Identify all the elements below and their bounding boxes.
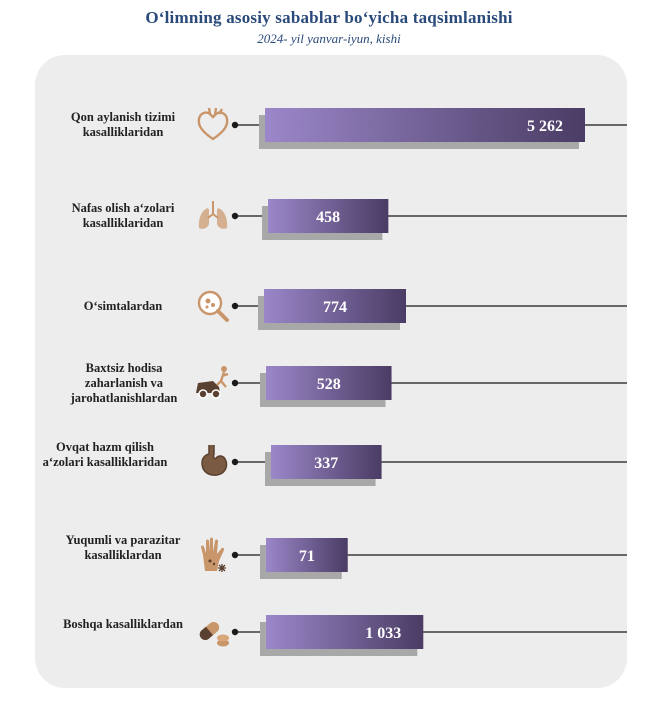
connector-dot xyxy=(231,458,239,466)
connector-dot xyxy=(231,212,239,220)
car-accident-icon xyxy=(193,363,233,403)
heart-icon xyxy=(193,105,233,145)
category-label: Yuqumli va parazitar kasalliklardan xyxy=(65,532,181,562)
bar xyxy=(264,289,407,323)
connector-dot xyxy=(231,121,239,129)
stomach-icon xyxy=(193,442,233,482)
category-label: Nafas olish a‘zolari kasalliklaridan xyxy=(71,201,175,230)
connector-dot xyxy=(231,379,239,387)
infected-hand-icon xyxy=(193,535,233,575)
connector-dot xyxy=(231,551,239,559)
bar-value-label: 71 xyxy=(299,548,315,565)
bar-value-label: 337 xyxy=(314,455,338,472)
bar xyxy=(266,615,424,649)
pills-icon xyxy=(193,612,233,652)
bar-value-label: 528 xyxy=(317,376,341,393)
bar xyxy=(268,199,389,233)
bar xyxy=(271,445,382,479)
lungs-icon xyxy=(193,196,233,236)
category-label: O‘simtalardan xyxy=(83,298,163,313)
tumor-magnifier-icon xyxy=(193,286,233,326)
chart-subtitle: 2024- yil yanvar-iyun, kishi xyxy=(257,31,401,46)
category-label: Ovqat hazm qilish a‘zolari kasalliklarid… xyxy=(42,439,168,469)
connector-dot xyxy=(231,302,239,310)
connector-dot xyxy=(231,628,239,636)
bar-value-label: 5 262 xyxy=(527,118,563,135)
bar xyxy=(266,538,348,572)
bar-value-label: 1 033 xyxy=(365,625,401,642)
bar xyxy=(266,366,392,400)
chart-title: O‘limning asosiy sabablar bo‘yicha taqsi… xyxy=(145,8,513,27)
bar-value-label: 774 xyxy=(323,299,347,316)
bar-value-label: 458 xyxy=(316,209,340,226)
category-label: Qon aylanish tizimi kasalliklaridan xyxy=(70,110,176,139)
bar xyxy=(265,108,585,142)
category-label: Boshqa kasalliklardan xyxy=(63,617,183,631)
category-label: Baxtsiz hodisa zaharlanish va jarohatlan… xyxy=(70,360,178,405)
